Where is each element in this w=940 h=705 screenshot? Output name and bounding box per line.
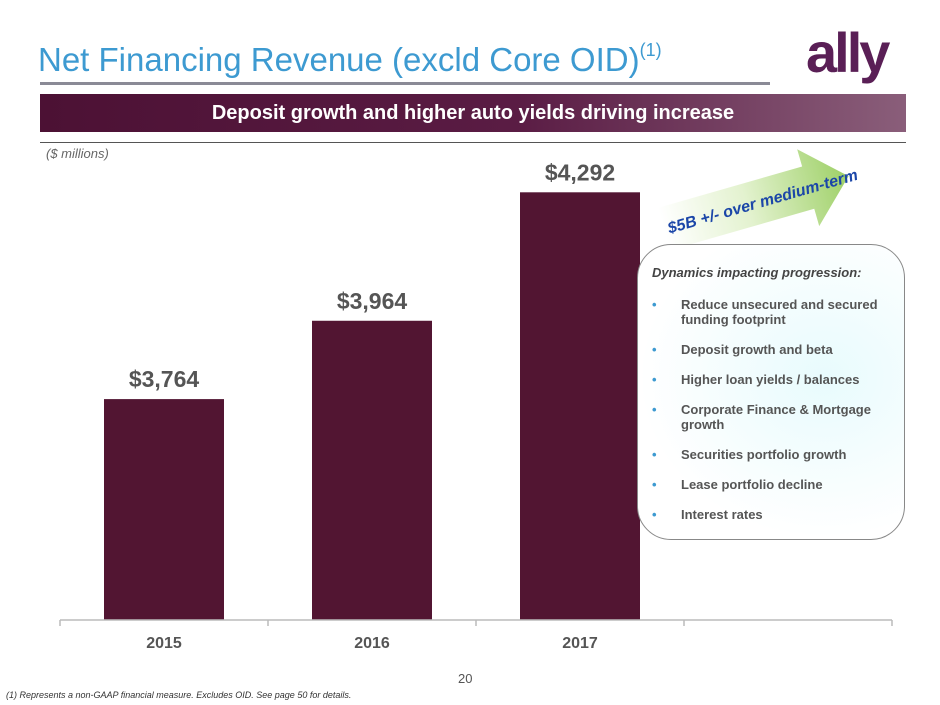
page-title-text: Net Financing Revenue (excld Core OID) <box>38 41 640 78</box>
banner-text: Deposit growth and higher auto yields dr… <box>211 101 735 124</box>
dynamics-item: Interest rates <box>652 507 892 522</box>
title-divider <box>40 82 770 85</box>
banner-divider <box>40 142 906 143</box>
headline-banner: Deposit growth and higher auto yields dr… <box>40 94 906 132</box>
dynamics-item: Deposit growth and beta <box>652 342 892 357</box>
bar-2015 <box>104 399 224 620</box>
dynamics-item: Corporate Finance & Mortgage growth <box>652 402 892 432</box>
page-title: Net Financing Revenue (excld Core OID)(1… <box>38 40 662 79</box>
dynamics-item: Lease portfolio decline <box>652 477 892 492</box>
bar-value-label-2015: $3,764 <box>129 366 200 392</box>
bar-2016 <box>312 320 432 620</box>
bar-2017 <box>520 192 640 621</box>
dynamics-title: Dynamics impacting progression: <box>652 265 862 280</box>
dynamics-item: Securities portfolio growth <box>652 447 892 462</box>
bar-value-label-2017: $4,292 <box>545 159 615 185</box>
dynamics-item: Reduce unsecured and secured funding foo… <box>652 297 892 327</box>
x-tick-label-2017: 2017 <box>562 635 598 652</box>
dynamics-list: Reduce unsecured and secured funding foo… <box>652 297 892 537</box>
footnote: (1) Represents a non-GAAP financial meas… <box>6 690 352 700</box>
page-number: 20 <box>458 671 473 686</box>
dynamics-item: Higher loan yields / balances <box>652 372 892 387</box>
x-tick-label-2016: 2016 <box>354 635 390 652</box>
x-tick-label-2015: 2015 <box>146 635 182 652</box>
units-note: ($ millions) <box>46 146 109 161</box>
arrow-shape <box>657 149 849 251</box>
dynamics-callout-box: Dynamics impacting progression: Reduce u… <box>637 244 905 540</box>
title-footnote-marker: (1) <box>639 40 662 60</box>
bar-value-label-2016: $3,964 <box>337 288 408 314</box>
ally-logo: ally <box>806 21 890 84</box>
